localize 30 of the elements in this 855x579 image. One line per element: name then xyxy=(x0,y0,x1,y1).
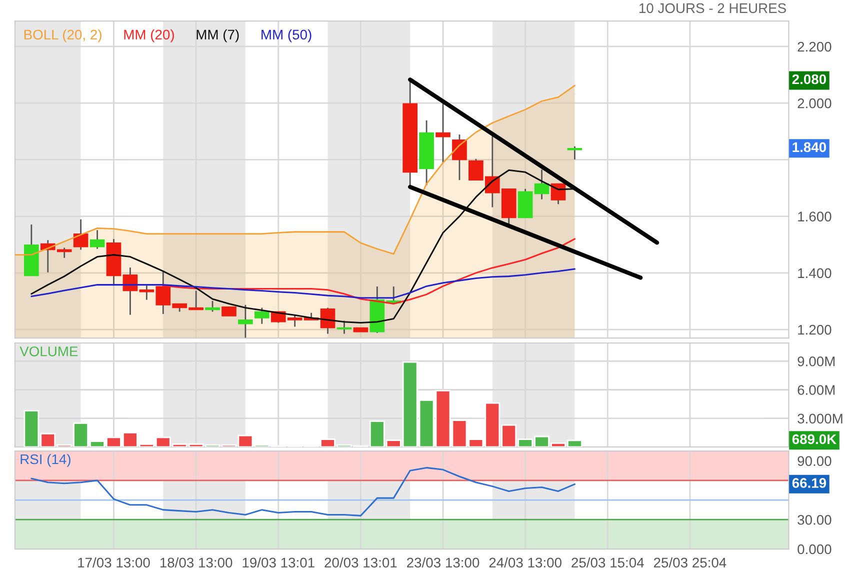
chart-title: VOLUME xyxy=(20,346,78,356)
x-tick-label: 19/03 13:01 xyxy=(242,557,314,568)
annotation: 66.19 xyxy=(792,478,826,488)
x-tick-label: 17/03 13:00 xyxy=(78,557,150,568)
text: MM (20) xyxy=(124,29,174,42)
x-tick-label: 24/03 13:00 xyxy=(489,557,562,568)
text: MM (50) xyxy=(262,29,312,42)
annotation: 2.080 xyxy=(792,74,826,84)
chart-subtitle: 10 JOURS - 2 HEURES xyxy=(639,3,786,14)
x-tick-label: 25/03 25:04 xyxy=(654,557,726,568)
y-tick-label: 90.00 xyxy=(798,456,832,466)
text: 689.0K xyxy=(792,434,836,444)
y-tick-label: 6.00M xyxy=(798,385,835,395)
x-tick-label: 20/03 13:01 xyxy=(324,557,397,568)
annotation: 1.840 xyxy=(792,142,826,152)
y-tick-label: 3.000M xyxy=(798,414,842,424)
y-tick-label: 2.000 xyxy=(798,98,832,108)
x-tick-label: 25/03 15:04 xyxy=(572,557,644,568)
y-tick-label: 9.00M xyxy=(798,356,835,366)
y-tick-label: 30.00 xyxy=(798,514,832,525)
text: MM (7) xyxy=(196,29,239,42)
x-tick-label: 23/03 13:00 xyxy=(407,557,480,568)
text: BOLL (20, 2) xyxy=(24,29,102,42)
x-tick-label: 18/03 13:00 xyxy=(160,557,232,568)
y-tick-label: 2.200 xyxy=(798,42,832,52)
y-tick-label: 1.200 xyxy=(798,324,832,335)
y-tick-label: 1.600 xyxy=(798,212,832,222)
y-tick-label: 0.000 xyxy=(798,544,832,554)
chart-title: RSI (14) xyxy=(20,454,70,467)
y-tick-label: 1.400 xyxy=(798,268,832,278)
